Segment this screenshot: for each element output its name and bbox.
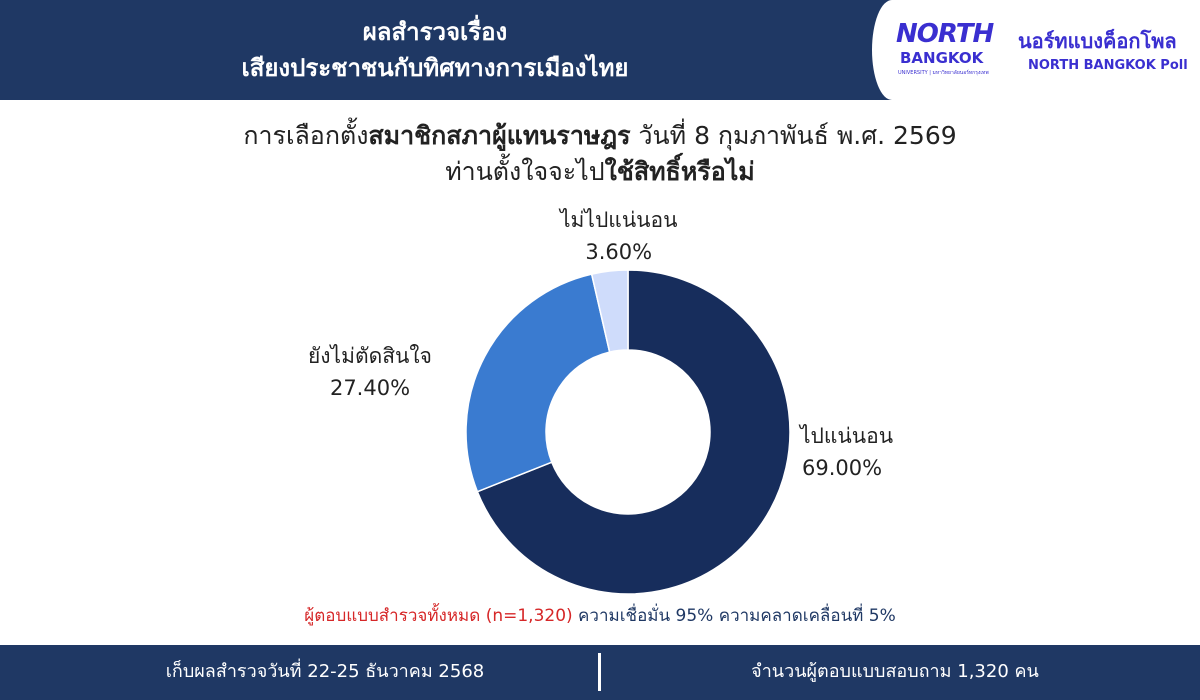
footer-bar: เก็บผลสำรวจวันที่ 22-25 ธันวาคม 2568 จำน…	[0, 645, 1200, 700]
title-line-2: เสียงประชาชนกับทิศทางการเมืองไทย	[241, 54, 629, 82]
survey-note: ผู้ตอบแบบสำรวจทั้งหมด (n=1,320) ความเชื่…	[0, 604, 1200, 628]
label-go-certain: ไปแน่นอน 69.00%	[800, 420, 893, 484]
question-date: วันที่ 8 กุมภาพันธ์ พ.ศ. 2569	[630, 121, 957, 150]
logo-north-text: NORTH	[896, 19, 994, 49]
question-text-2: ท่านตั้งใจจะไป	[445, 157, 605, 186]
label-not-go: ไม่ไปแน่นอน 3.60%	[560, 204, 678, 268]
logo-bangkok-text: BANGKOK	[900, 49, 984, 67]
value-label: 69.00%	[802, 456, 883, 480]
category-label: ไปแน่นอน	[800, 424, 894, 448]
footer-divider	[598, 653, 601, 691]
question-bold: สมาชิกสภาผู้แทนราษฎร	[368, 121, 631, 150]
survey-dates: เก็บผลสำรวจวันที่ 22-25 ธันวาคม 2568	[165, 661, 485, 682]
respondent-count: จำนวนผู้ตอบแบบสอบถาม 1,320 คน	[751, 661, 1039, 682]
category-label: ยังไม่ตัดสินใจ	[308, 344, 432, 368]
title-line-1: ผลสำรวจเรื่อง	[362, 18, 508, 46]
sample-size: ผู้ตอบแบบสำรวจทั้งหมด (n=1,320)	[304, 606, 573, 626]
confidence-level: ความเชื่อมั่น 95% ความคลาดเคลื่อนที่ 5%	[572, 606, 896, 626]
header-title: ผลสำรวจเรื่อง เสียงประชาชนกับทิศทางการเม…	[0, 14, 870, 86]
logo-area: NORTH BANGKOK UNIVERSITY | มหาวิทยาลัยนอ…	[872, 0, 1200, 100]
poll-name-thai: นอร์ทแบงค็อกโพล	[1018, 29, 1177, 53]
question-text: การเลือกตั้ง	[243, 121, 369, 150]
value-label: 3.60%	[585, 240, 653, 264]
label-undecided: ยังไม่ตัดสินใจ 27.40%	[308, 340, 432, 404]
value-label: 27.40%	[329, 376, 411, 400]
donut-slice-2	[590, 269, 629, 353]
logo-university-text: UNIVERSITY | มหาวิทยาลัยนอร์ทกรุงเทพ	[898, 70, 989, 76]
chart-question: การเลือกตั้งสมาชิกสภาผู้แทนราษฎร วันที่ …	[0, 118, 1200, 190]
donut-slice-0	[476, 269, 791, 595]
poll-name-english: NORTH BANGKOK Poll	[1028, 58, 1188, 73]
question-bold-2: ใช้สิทธิ์หรือไม่	[604, 157, 755, 186]
category-label: ไม่ไปแน่นอน	[560, 208, 678, 232]
donut-slice-1	[465, 273, 611, 493]
header-banner: ผลสำรวจเรื่อง เสียงประชาชนกับทิศทางการเม…	[0, 0, 1200, 100]
